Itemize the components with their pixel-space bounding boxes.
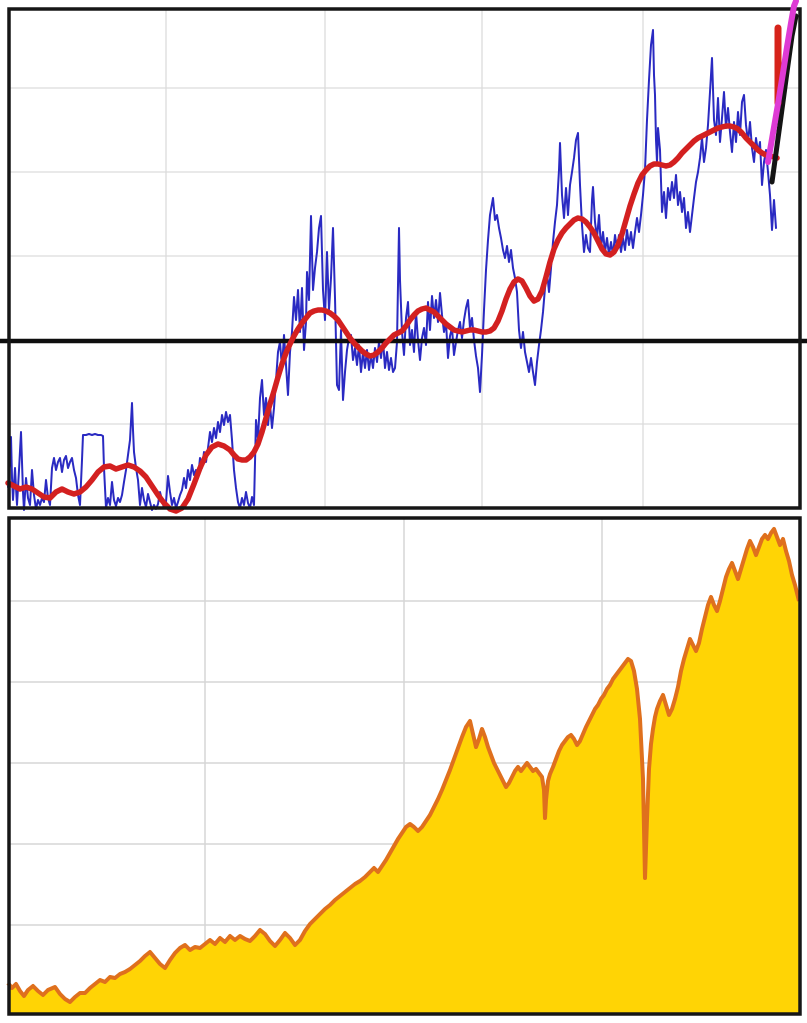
bottom-chart bbox=[6, 516, 802, 1016]
index-area-outline bbox=[6, 527, 801, 1004]
top-chart-border bbox=[7, 7, 802, 510]
price-line bbox=[7, 29, 777, 511]
projection-line bbox=[765, 0, 799, 165]
index-area bbox=[8, 529, 799, 1013]
top-chart bbox=[0, 0, 807, 514]
bottom-chart-border bbox=[7, 516, 802, 1016]
trend-end-line bbox=[769, 13, 799, 185]
